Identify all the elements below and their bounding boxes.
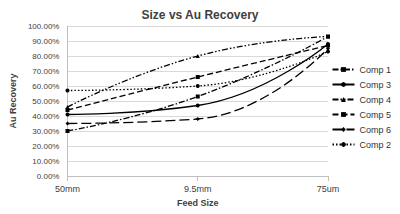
svg-text:0.00%: 0.00% (37, 172, 60, 181)
svg-text:Comp 6: Comp 6 (359, 125, 391, 135)
svg-text:Comp 1: Comp 1 (359, 65, 391, 75)
svg-text:90.00%: 90.00% (32, 37, 59, 46)
svg-text:Size vs Au Recovery: Size vs Au Recovery (142, 8, 259, 22)
svg-text:20.00%: 20.00% (32, 142, 59, 151)
svg-text:Comp 5: Comp 5 (359, 110, 391, 120)
svg-text:80.00%: 80.00% (32, 52, 59, 61)
svg-text:30.00%: 30.00% (32, 127, 59, 136)
svg-text:Comp 2: Comp 2 (359, 140, 391, 150)
svg-text:50.00%: 50.00% (32, 97, 59, 106)
svg-text:40.00%: 40.00% (32, 112, 59, 121)
svg-text:9.5mm: 9.5mm (184, 184, 212, 194)
svg-text:75um: 75um (317, 184, 340, 194)
svg-text:60.00%: 60.00% (32, 82, 59, 91)
svg-text:Comp 4: Comp 4 (359, 95, 391, 105)
svg-text:Comp 3: Comp 3 (359, 80, 391, 90)
svg-text:70.00%: 70.00% (32, 67, 59, 76)
svg-text:100.00%: 100.00% (28, 22, 60, 31)
svg-text:10.00%: 10.00% (32, 157, 59, 166)
svg-text:Au Recovery: Au Recovery (8, 73, 18, 128)
svg-text:Feed Size: Feed Size (177, 198, 219, 208)
svg-text:50mm: 50mm (55, 184, 80, 194)
